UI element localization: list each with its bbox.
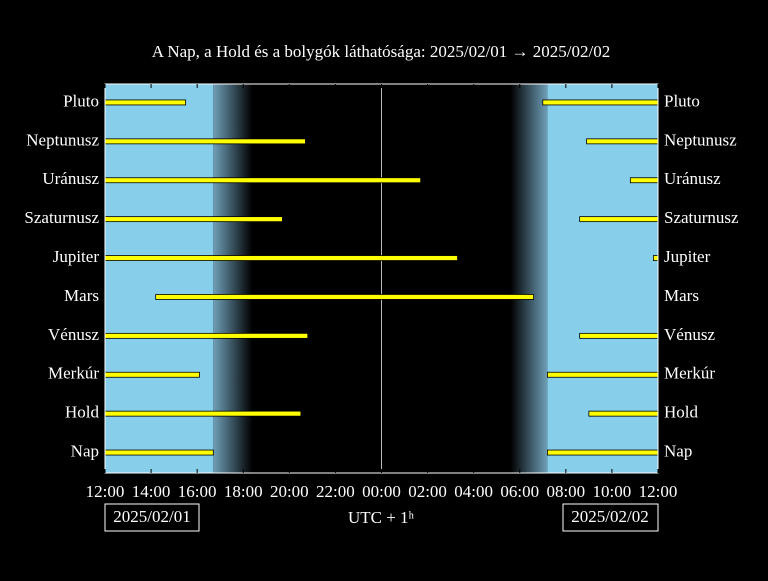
visibility-bar <box>104 255 458 261</box>
row-label-right: Szaturnusz <box>664 208 739 227</box>
daylight <box>547 84 658 473</box>
x-tick-label: 04:00 <box>454 482 493 501</box>
x-tick-label: 20:00 <box>270 482 309 501</box>
x-tick-label: 06:00 <box>500 482 539 501</box>
row-label-right: Pluto <box>664 91 700 110</box>
row-label-left: Nap <box>71 441 99 460</box>
x-tick-label: 16:00 <box>178 482 217 501</box>
x-tick-label: 12:00 <box>86 482 125 501</box>
row-label-right: Nap <box>664 441 692 460</box>
row-label-right: Neptunusz <box>664 130 737 149</box>
row-label-left: Merkúr <box>48 364 99 383</box>
end-date: 2025/02/02 <box>571 507 648 526</box>
chart-title: A Nap, a Hold és a bolygók láthatósága: … <box>152 42 610 61</box>
row-label-left: Vénusz <box>48 325 99 344</box>
row-label-left: Hold <box>65 403 100 422</box>
visibility-bar <box>542 99 659 106</box>
row-label-left: Uránusz <box>42 169 99 188</box>
visibility-bar <box>104 410 302 417</box>
row-label-left: Mars <box>64 286 99 305</box>
visibility-bar <box>104 138 306 145</box>
row-label-left: Pluto <box>63 91 99 110</box>
date-box <box>104 503 200 532</box>
x-tick-label: 08:00 <box>546 482 585 501</box>
visibility-bar <box>104 371 200 378</box>
row-label-right: Merkúr <box>664 364 715 383</box>
row-label-right: Jupiter <box>664 247 711 266</box>
visibility-bar <box>104 449 214 456</box>
visibility-bar <box>588 410 659 417</box>
x-axis-label: UTC + 1ʰ <box>348 508 415 527</box>
visibility-bar <box>579 332 659 339</box>
daylight <box>105 84 214 473</box>
visibility-bar <box>104 99 187 106</box>
row-label-right: Mars <box>664 286 699 305</box>
x-tick-label: 02:00 <box>408 482 447 501</box>
row-label-right: Uránusz <box>664 169 721 188</box>
row-label-right: Hold <box>664 403 699 422</box>
visibility-bar <box>104 177 422 184</box>
date-box <box>562 503 659 532</box>
row-label-left: Szaturnusz <box>24 208 99 227</box>
visibility-bar <box>629 177 659 184</box>
x-tick-label: 18:00 <box>224 482 263 501</box>
row-label-left: Neptunusz <box>26 130 99 149</box>
x-tick-label: 12:00 <box>639 482 678 501</box>
x-tick-label: 14:00 <box>132 482 171 501</box>
visibility-bar <box>104 332 309 339</box>
row-label-right: Vénusz <box>664 325 715 344</box>
visibility-bar <box>652 255 659 261</box>
row-label-left: Jupiter <box>53 247 100 266</box>
twilight <box>510 84 548 473</box>
start-date: 2025/02/01 <box>113 507 190 526</box>
x-tick-label: 10:00 <box>593 482 632 501</box>
twilight <box>213 84 253 473</box>
visibility-bar <box>104 216 283 223</box>
visibility-bar <box>547 449 659 456</box>
x-tick-label: 00:00 <box>362 482 401 501</box>
x-tick-label: 22:00 <box>316 482 355 501</box>
visibility-bar <box>547 371 659 378</box>
visibility-bar <box>586 138 659 145</box>
visibility-bar <box>579 216 659 223</box>
visibility-bar <box>155 294 534 300</box>
